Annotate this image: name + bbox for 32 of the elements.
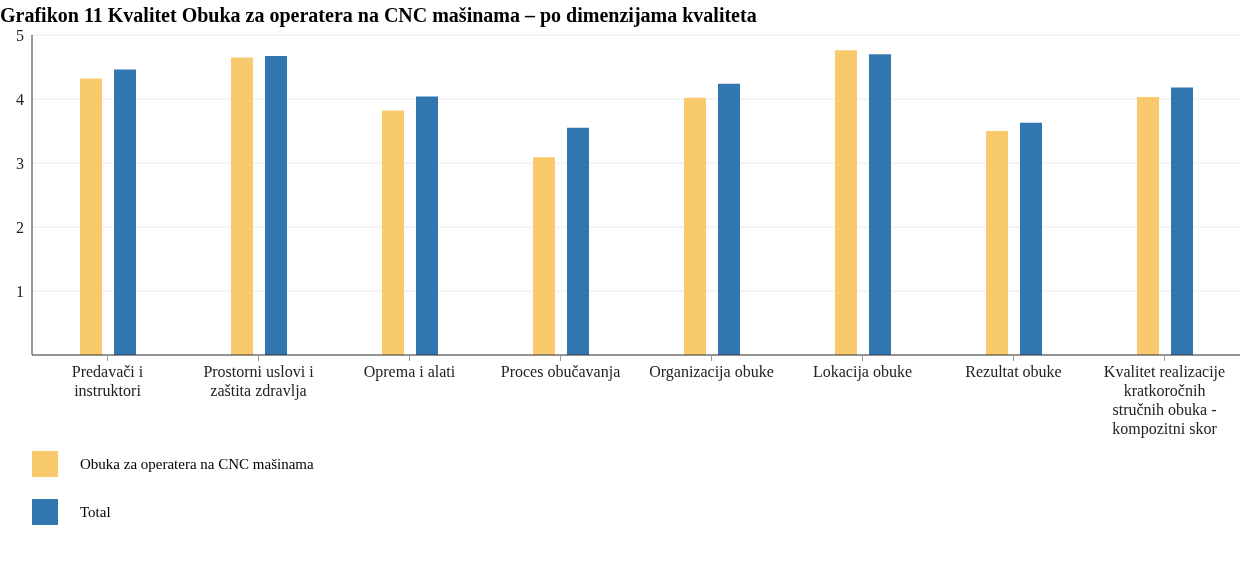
x-tick-label: Kvalitet realizacije kratkoročnih stručnih obuka - kompozitni skor	[1103, 363, 1226, 438]
x-tick-label: Predavači i instruktori	[71, 363, 144, 399]
x-tick-label: Proces obučavanja	[500, 363, 621, 381]
y-tick-label: 3	[16, 154, 24, 172]
x-tick-label: Organizacija obuke	[649, 363, 774, 381]
x-tick-label: Rezultat obuke	[965, 363, 1062, 380]
bar	[533, 157, 555, 355]
bar	[1020, 122, 1042, 355]
bar	[1137, 97, 1159, 355]
bar	[231, 57, 253, 355]
bar	[869, 54, 891, 355]
x-tick-label: Prostorni uslovi i zaštita zdravlja	[203, 363, 315, 400]
bar	[986, 131, 1008, 355]
bar	[835, 50, 857, 355]
legend-label: Total	[80, 503, 111, 521]
y-tick-label: 4	[16, 90, 24, 108]
y-tick-label: 1	[16, 282, 24, 300]
chart-title: Grafikon 11 Kvalitet Obuka za operatera na CNC mašinama – po dimenzijama kvaliteta	[0, 4, 758, 27]
bar	[416, 96, 438, 355]
bar	[567, 127, 589, 355]
bar	[382, 110, 404, 355]
bar	[718, 83, 740, 355]
y-tick-label: 2	[16, 218, 24, 236]
bar	[1171, 87, 1193, 355]
x-tick-label: Lokacija obuke	[812, 363, 913, 381]
legend-label: Obuka za operatera na CNC mašinama	[80, 455, 314, 473]
bar	[114, 69, 136, 355]
bar	[80, 78, 102, 355]
y-tick-label: 5	[16, 26, 24, 44]
bar	[265, 56, 287, 355]
x-tick-label: Oprema i alati	[363, 363, 456, 381]
bar	[684, 97, 706, 355]
